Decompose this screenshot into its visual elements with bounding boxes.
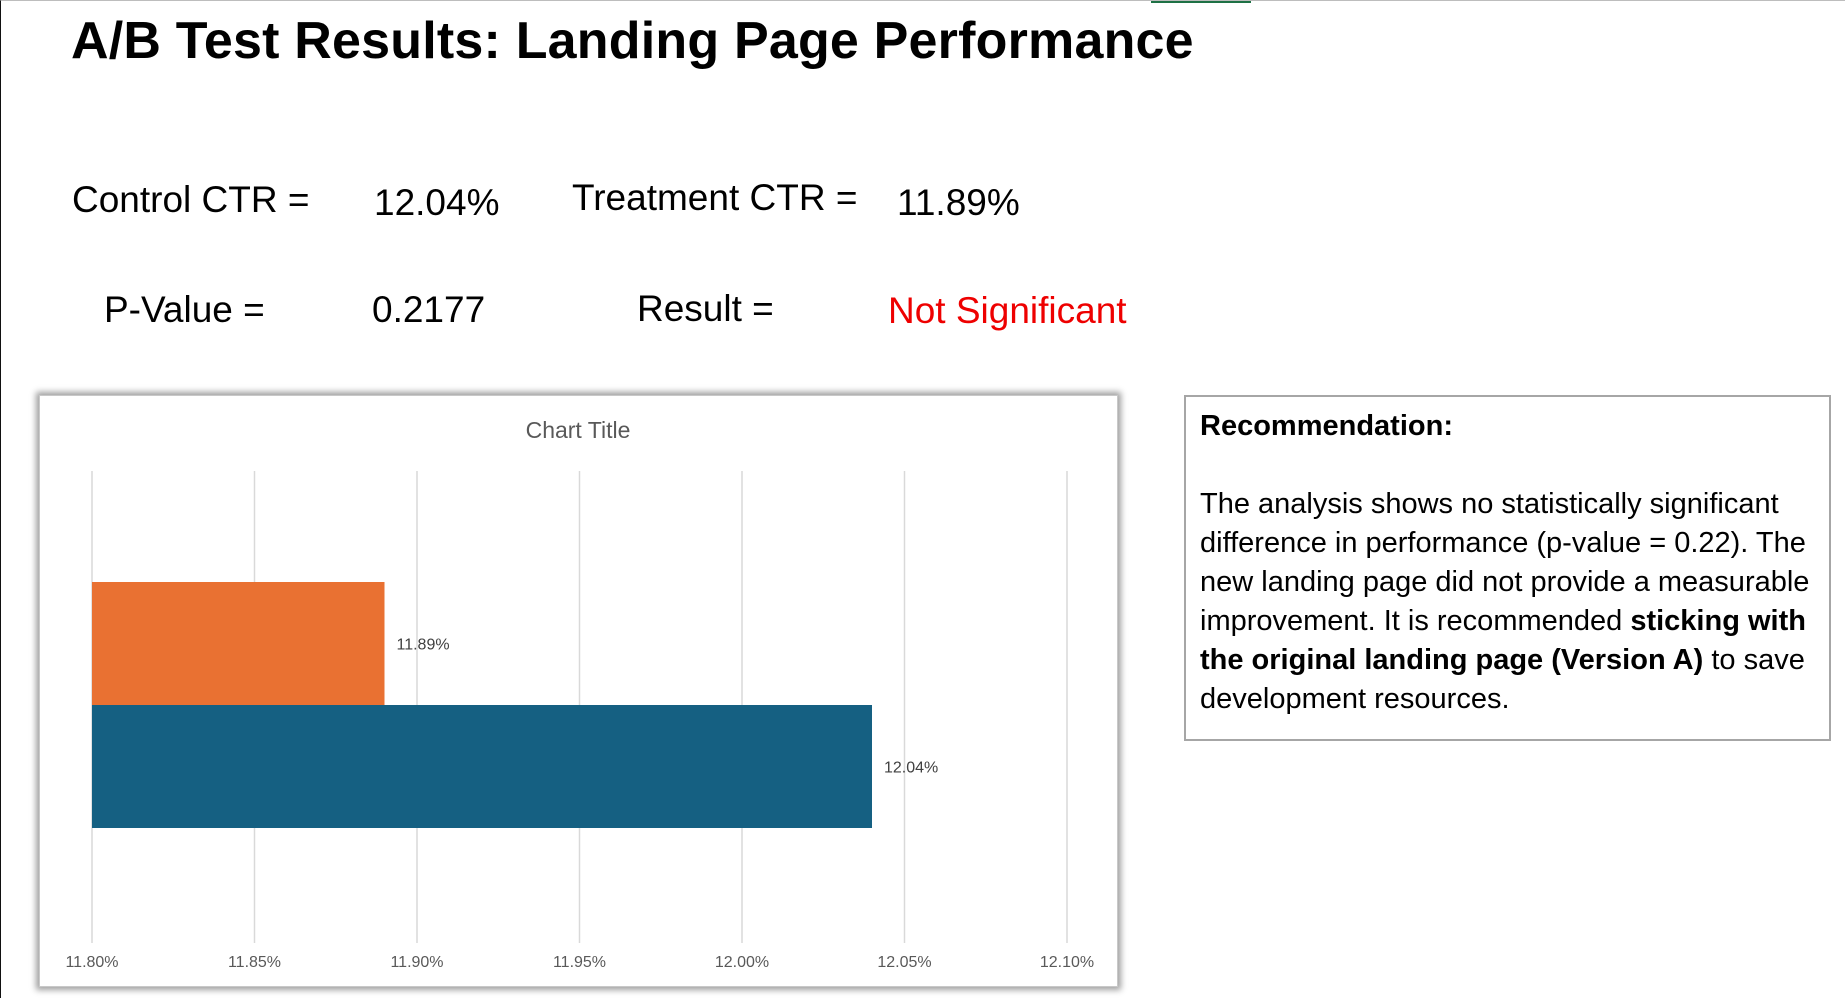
x-tick-label: 11.95% [553,954,606,971]
page-title: A/B Test Results: Landing Page Performan… [71,12,1194,70]
x-tick-label: 11.85% [228,954,281,971]
active-cell-indicator [1151,1,1251,3]
x-tick-label: 12.05% [877,954,931,971]
bar-data-label: 11.89% [397,637,450,654]
recommendation-heading: Recommendation: [1200,410,1453,442]
x-tick-label: 12.10% [1040,954,1094,971]
recommendation-text-end: to save development resources. [1200,644,1805,715]
bar[interactable] [92,705,872,828]
x-tick-label: 11.80% [65,954,118,971]
pvalue-value: 0.2177 [372,289,486,330]
recommendation-box: Recommendation: The analysis shows no st… [1184,395,1831,741]
recommendation-text: The analysis shows no statistically sign… [1200,485,1815,719]
result-value: Not Significant [888,290,1127,331]
treatment-ctr-label: Treatment CTR = [572,177,858,218]
recommendation-text-emphasis: sticking with the original landing page … [1200,605,1806,676]
x-tick-label: 12.00% [715,954,769,971]
bar-chart[interactable]: Chart Title 11.89% 12.04% 11.80% 11.85% 11.… [39,395,1118,987]
x-tick-label: 11.90% [390,954,443,971]
result-label: Result = [637,288,774,329]
treatment-ctr-value: 11.89% [897,182,1020,223]
bar-data-label: 12.04% [884,760,938,777]
bar[interactable] [92,582,385,705]
chart-svg: Chart Title 11.89% 12.04% 11.80% 11.85% 11.… [65,417,1094,971]
control-ctr-value: 12.04% [374,182,500,223]
recommendation-text-start: The analysis shows no statistically sign… [1200,488,1810,637]
pvalue-label: P-Value = [104,289,265,330]
chart-title: Chart Title [526,417,631,443]
control-ctr-label: Control CTR = [72,179,310,220]
